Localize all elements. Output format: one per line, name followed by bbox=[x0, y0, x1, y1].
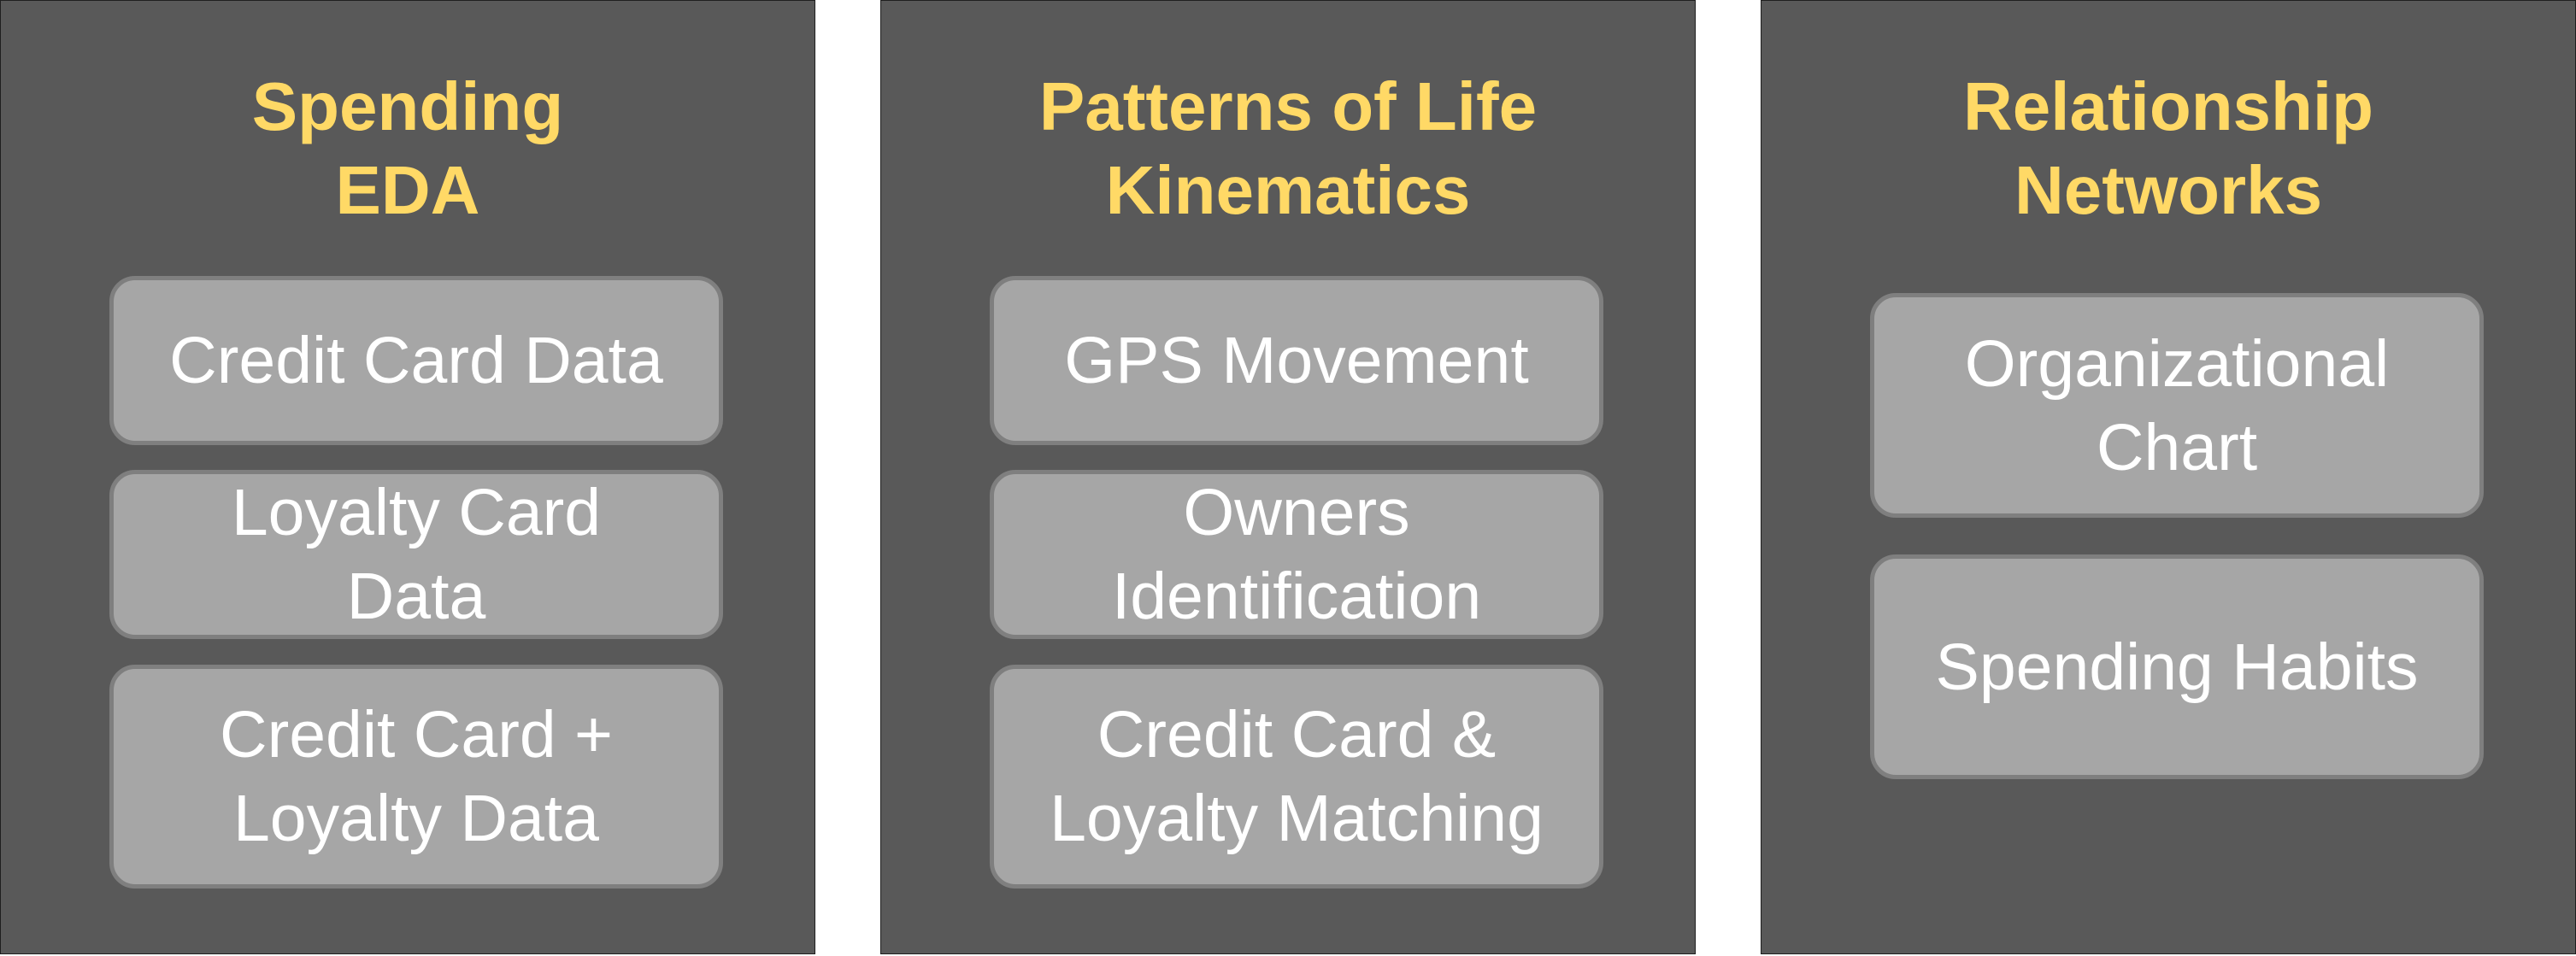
panel-title-line: Spending bbox=[251, 68, 564, 144]
box-owners-identification: Owners Identification bbox=[990, 470, 1603, 639]
box-spending-habits: Spending Habits bbox=[1870, 554, 2484, 779]
panel-title-line: Kinematics bbox=[1105, 152, 1471, 228]
box-label: GPS Movement bbox=[1064, 324, 1529, 397]
box-label: Credit Card + bbox=[219, 698, 614, 771]
box-label: Organizational bbox=[1964, 326, 2390, 401]
box-label: Loyalty Data bbox=[232, 782, 599, 855]
box-label: Credit Card & bbox=[1097, 698, 1497, 771]
box-loyalty-card-data: Loyalty Card Data bbox=[109, 470, 723, 639]
box-credit-loyalty-data: Credit Card + Loyalty Data bbox=[109, 665, 723, 889]
panel-title: Patterns of Life Kinematics bbox=[881, 65, 1695, 232]
box-label: Loyalty Matching bbox=[1050, 782, 1544, 855]
panel-title-line: Relationship bbox=[1962, 68, 2374, 144]
box-label: Credit Card Data bbox=[169, 324, 663, 397]
box-label: Chart bbox=[2096, 410, 2258, 484]
box-organizational-chart: Organizational Chart bbox=[1870, 293, 2484, 518]
panel-title: Spending EDA bbox=[1, 65, 815, 232]
panel-spending-eda: Spending EDA Credit Card Data Loyalty Ca… bbox=[0, 0, 815, 954]
box-credit-loyalty-matching: Credit Card & Loyalty Matching bbox=[990, 665, 1603, 889]
panel-title-line: EDA bbox=[335, 152, 480, 228]
panel-title-line: Patterns of Life bbox=[1038, 68, 1538, 144]
box-gps-movement: GPS Movement bbox=[990, 276, 1603, 445]
box-label: Data bbox=[346, 560, 486, 633]
box-label: Owners bbox=[1183, 476, 1410, 549]
panel-relationship-networks: Relationship Networks Organizational Cha… bbox=[1761, 0, 2576, 954]
box-label: Spending Habits bbox=[1935, 630, 2419, 704]
panel-title: Relationship Networks bbox=[1761, 65, 2575, 232]
box-label: Loyalty Card bbox=[231, 476, 602, 549]
panel-title-line: Networks bbox=[2014, 152, 2323, 228]
box-label: Identification bbox=[1111, 560, 1482, 633]
panel-patterns-of-life: Patterns of Life Kinematics GPS Movement… bbox=[880, 0, 1696, 954]
box-credit-card-data: Credit Card Data bbox=[109, 276, 723, 445]
